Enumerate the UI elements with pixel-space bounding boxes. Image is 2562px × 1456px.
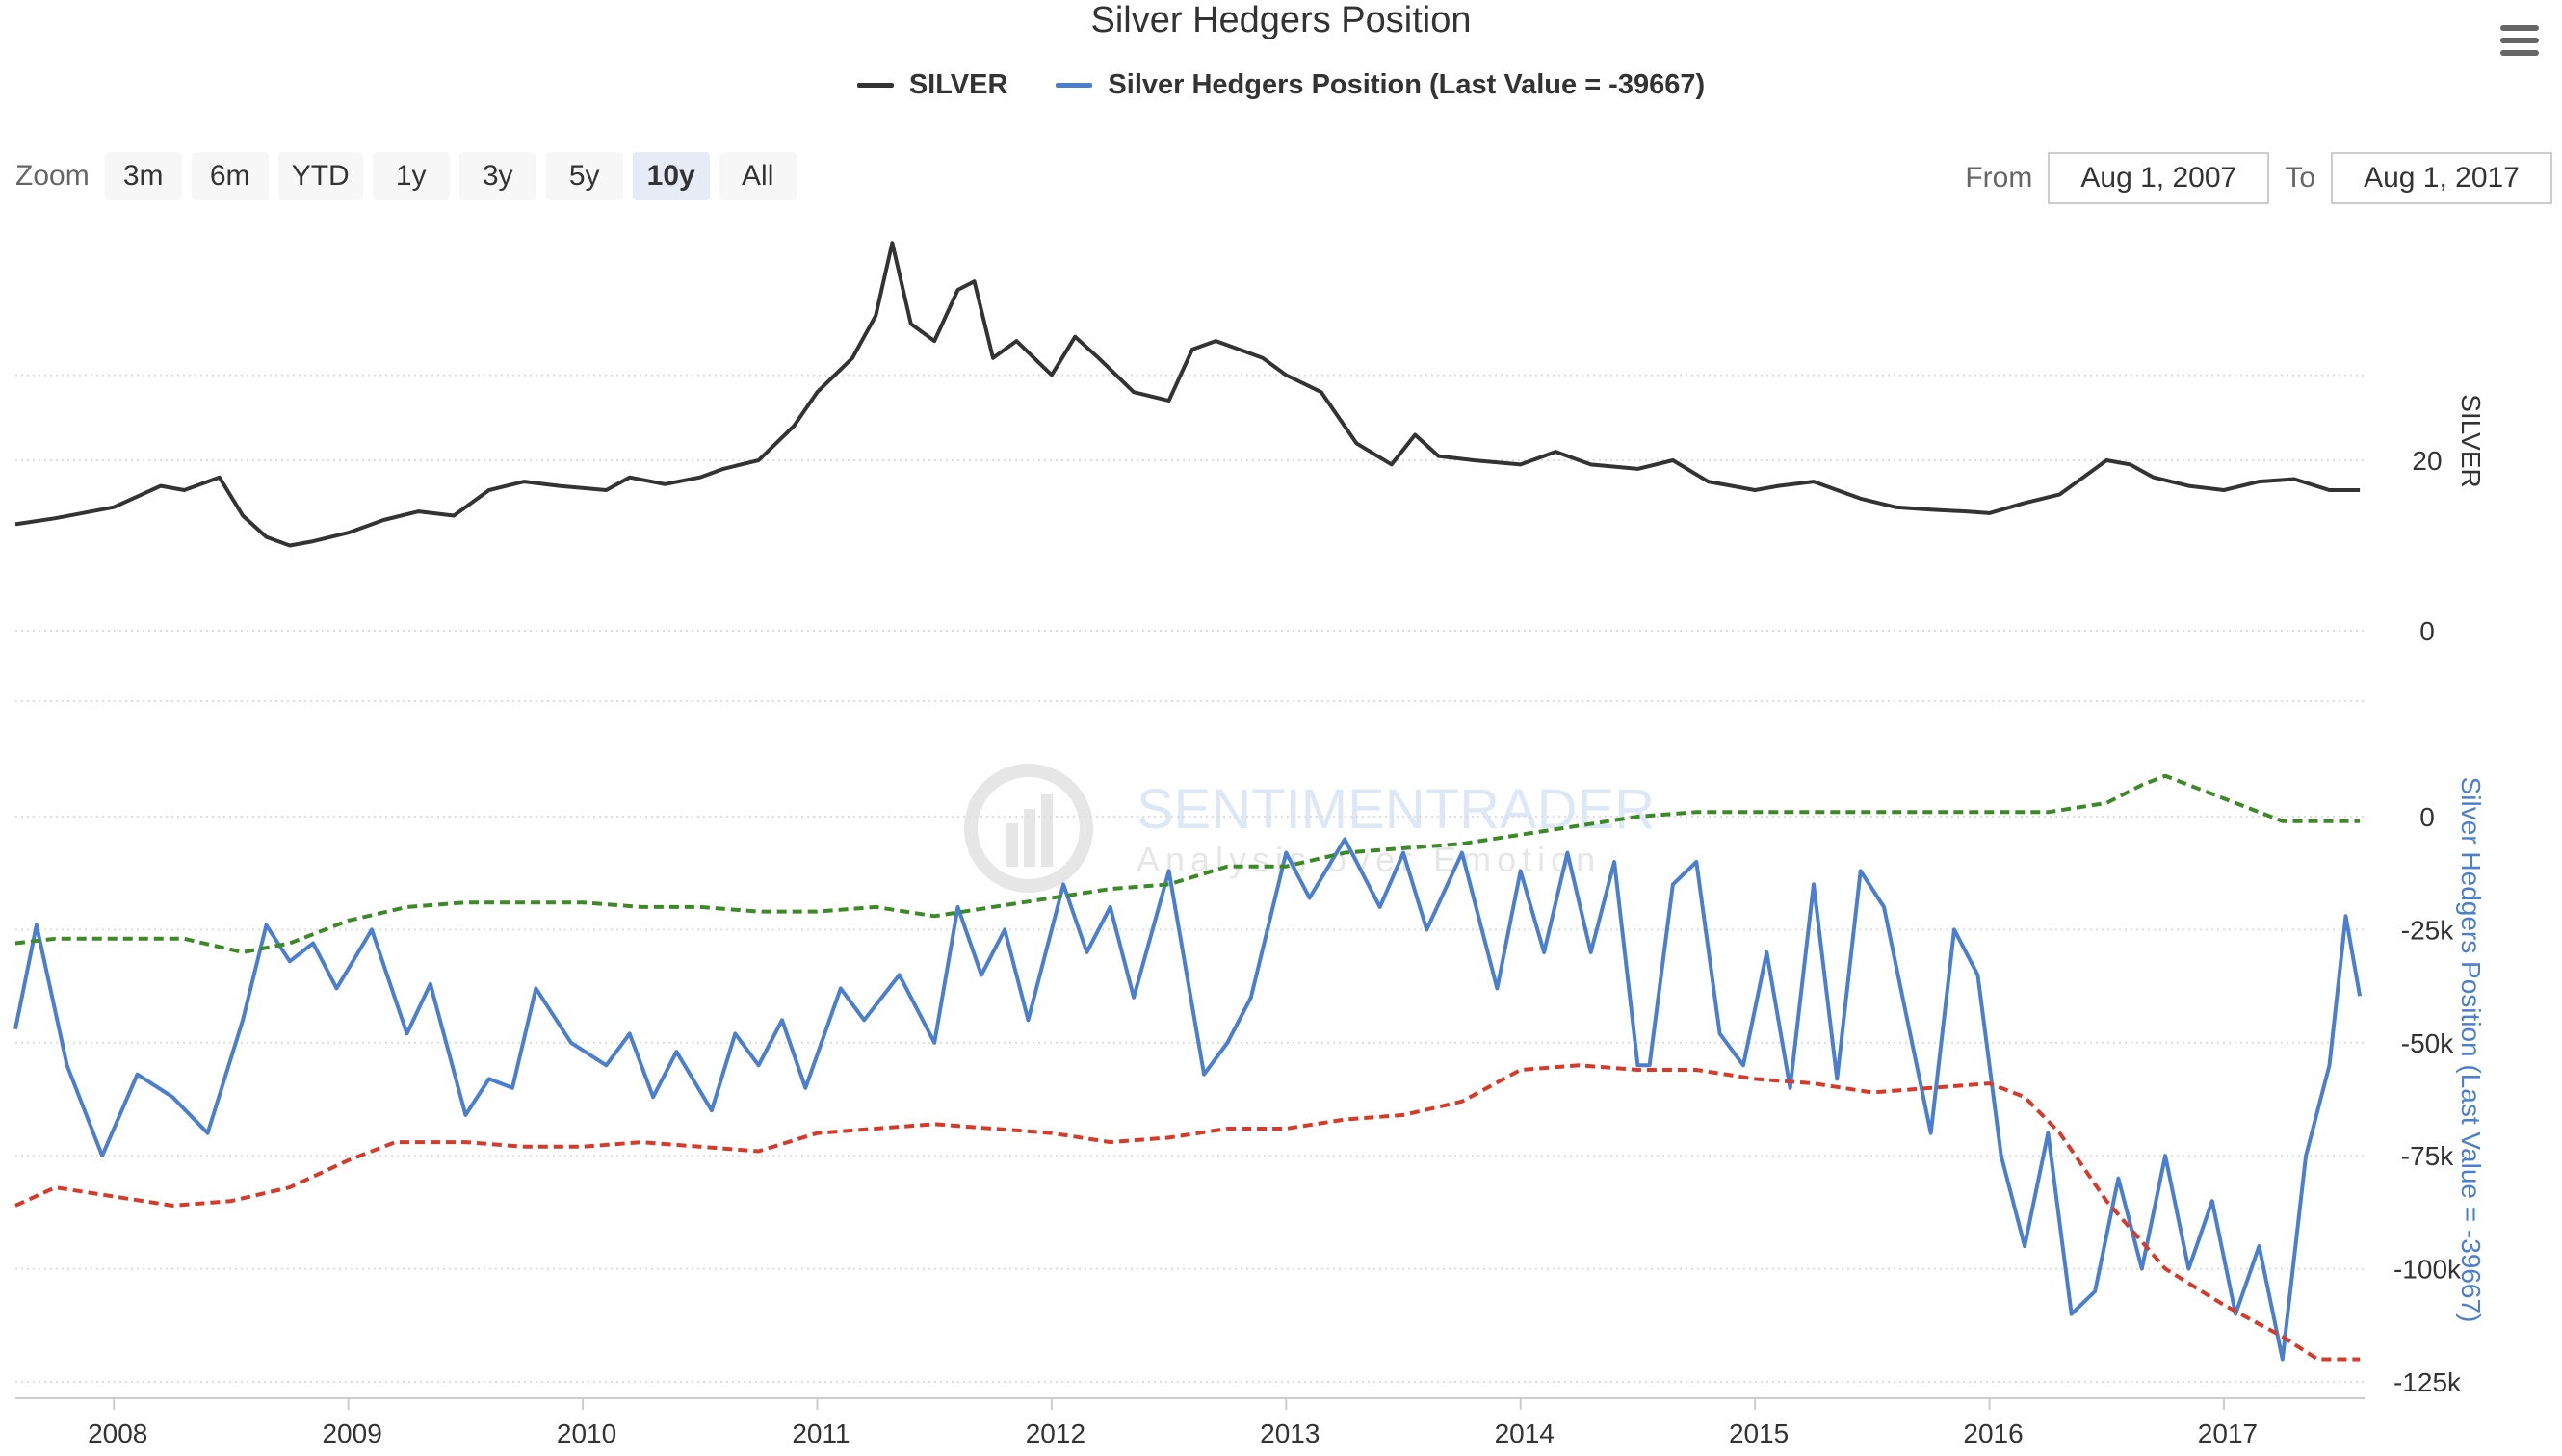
hedgers-y-tick-label: -25k: [2401, 915, 2454, 945]
hedgers-y-tick-label: -75k: [2401, 1141, 2454, 1171]
zoom-3m-button[interactable]: 3m: [104, 152, 182, 200]
legend-swatch-hedgers: [1056, 83, 1093, 88]
silver-series: [14, 241, 2361, 548]
x-tick-label: 2016: [1963, 1418, 2023, 1448]
x-axis: 2008 2009 2010 2011 2012 2013 2014 2015 2016 2017: [15, 1397, 2365, 1448]
hedgers-lower-band-line: [14, 1063, 2361, 1362]
hedgers-position-line: [13, 837, 2363, 1362]
watermark: SENTIMENTRADER Analysis over Emotion: [964, 764, 1655, 893]
hedgers-y-tick-label: 0: [2419, 802, 2435, 832]
zoom-3y-button[interactable]: 3y: [458, 152, 536, 200]
silver-line: [14, 241, 2361, 548]
legend: SILVER Silver Hedgers Position (Last Val…: [0, 69, 2562, 101]
x-tick-label: 2008: [88, 1418, 147, 1448]
hamburger-menu-icon[interactable]: [2497, 21, 2543, 60]
x-tick-label: 2014: [1495, 1418, 1555, 1448]
from-label: From: [1965, 162, 2033, 194]
date-range: From Aug 1, 2007 To Aug 1, 2017: [1965, 152, 2552, 204]
zoom-label: Zoom: [15, 160, 90, 192]
hedgers-y-axis: 0 -25k -50k -75k -100k -125k: [2393, 802, 2462, 1397]
zoom-bar: Zoom 3m 6m YTD 1y 3y 5y 10y All: [15, 152, 797, 200]
zoom-10y-button[interactable]: 10y: [632, 152, 710, 200]
x-tick-label: 2012: [1026, 1418, 1085, 1448]
watermark-brand: SENTIMENTRADER: [1137, 778, 1655, 841]
x-tick-label: 2017: [2198, 1418, 2258, 1448]
zoom-all-button[interactable]: All: [719, 152, 797, 200]
to-date-input[interactable]: Aug 1, 2017: [2331, 152, 2552, 204]
legend-label-silver: SILVER: [908, 69, 1008, 100]
chart-title: Silver Hedgers Position: [1090, 0, 1472, 40]
silver-y-tick-label: 20: [2412, 446, 2442, 476]
x-tick-label: 2011: [792, 1418, 850, 1448]
to-label: To: [2285, 162, 2315, 194]
silver-gridlines: [15, 374, 2365, 702]
hedgers-gridlines: [15, 816, 2365, 1383]
zoom-6m-button[interactable]: 6m: [191, 152, 269, 200]
watermark-logo-icon: [964, 764, 1093, 893]
hedgers-y-tick-label: -50k: [2401, 1028, 2454, 1058]
legend-swatch-silver: [856, 83, 894, 88]
hedgers-y-tick-label: -125k: [2393, 1367, 2462, 1397]
x-tick-label: 2013: [1260, 1418, 1320, 1448]
hedgers-series: [13, 773, 2363, 1362]
x-tick-label: 2015: [1729, 1418, 1789, 1448]
hedgers-axis-title: Silver Hedgers Position (Last Value = -3…: [2456, 777, 2486, 1323]
legend-label-hedgers: Silver Hedgers Position (Last Value = -3…: [1108, 69, 1706, 100]
zoom-5y-button[interactable]: 5y: [545, 152, 623, 200]
silver-y-axis: 0 20: [2412, 446, 2442, 646]
hedgers-upper-band-line: [14, 773, 2361, 954]
from-date-input[interactable]: Aug 1, 2007: [2048, 152, 2270, 204]
zoom-ytd-button[interactable]: YTD: [277, 152, 363, 200]
x-tick-label: 2009: [322, 1418, 381, 1448]
legend-item-hedgers[interactable]: Silver Hedgers Position (Last Value = -3…: [1056, 69, 1705, 101]
silver-y-tick-label: 0: [2419, 616, 2435, 646]
hedgers-y-tick-label: -100k: [2393, 1255, 2462, 1285]
x-tick-label: 2010: [557, 1418, 616, 1448]
silver-axis-title: SILVER: [2456, 394, 2486, 488]
legend-item-silver[interactable]: SILVER: [856, 69, 1008, 101]
zoom-1y-button[interactable]: 1y: [372, 152, 450, 200]
